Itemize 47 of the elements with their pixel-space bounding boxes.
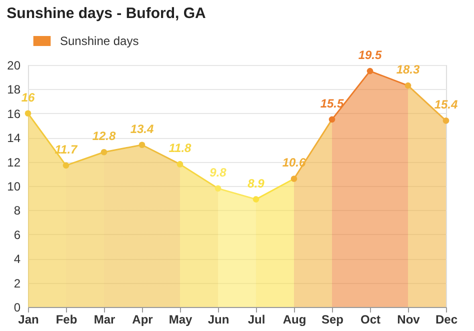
x-tick-label: Apr	[132, 312, 154, 326]
y-tick-label: 12	[7, 155, 21, 170]
point	[442, 118, 450, 124]
x-tick-label: May	[168, 312, 192, 326]
y-tick-label: 10	[7, 180, 21, 194]
point	[62, 162, 70, 169]
x-tick-label: Nov	[397, 312, 420, 326]
y-tick-label: 6	[14, 228, 21, 242]
point	[214, 185, 222, 192]
legend-label: Sunshine days	[60, 34, 139, 48]
y-tick-label: 16	[7, 106, 21, 121]
y-tick-label: 2	[14, 276, 21, 290]
data-label: 8.9	[248, 176, 265, 190]
y-tick-label: 14	[7, 131, 21, 146]
x-tick-label: Sep	[321, 312, 344, 326]
x-tick-label: Jul	[248, 312, 266, 326]
point	[328, 116, 336, 123]
point	[252, 196, 260, 202]
data-label: 11.7	[54, 142, 79, 156]
point	[366, 68, 374, 74]
data-label: 9.8	[210, 165, 227, 180]
point	[138, 142, 146, 148]
point	[100, 148, 108, 156]
point	[24, 110, 32, 117]
x-tick-label: Dec	[435, 312, 458, 326]
y-tick-label: 0	[14, 300, 21, 314]
y-tick-label: 4	[14, 252, 21, 266]
chart-title: Sunshine days - Buford, GA	[6, 5, 206, 22]
x-tick-label: Feb	[56, 312, 78, 326]
data-label: 12.8	[92, 129, 116, 144]
y-tick-label: 18	[7, 82, 21, 97]
x-tick-label: Jun	[208, 312, 230, 326]
x-tick-label: Jan	[18, 312, 39, 326]
data-label: 15.5	[320, 96, 344, 110]
point	[404, 82, 412, 89]
x-tick-label: Aug	[282, 312, 306, 326]
data-label: 11.8	[168, 141, 192, 156]
y-tick-label: 8	[14, 204, 21, 218]
data-label: 13.4	[130, 122, 154, 136]
point	[176, 161, 184, 168]
data-label: 19.5	[358, 48, 382, 62]
data-label: 18.3	[396, 62, 420, 77]
x-tick-label: Oct	[360, 312, 381, 326]
y-tick-label: 20	[7, 58, 21, 72]
x-tick-label: Mar	[94, 312, 116, 326]
point	[290, 176, 298, 182]
data-label: 15.4	[434, 98, 458, 112]
